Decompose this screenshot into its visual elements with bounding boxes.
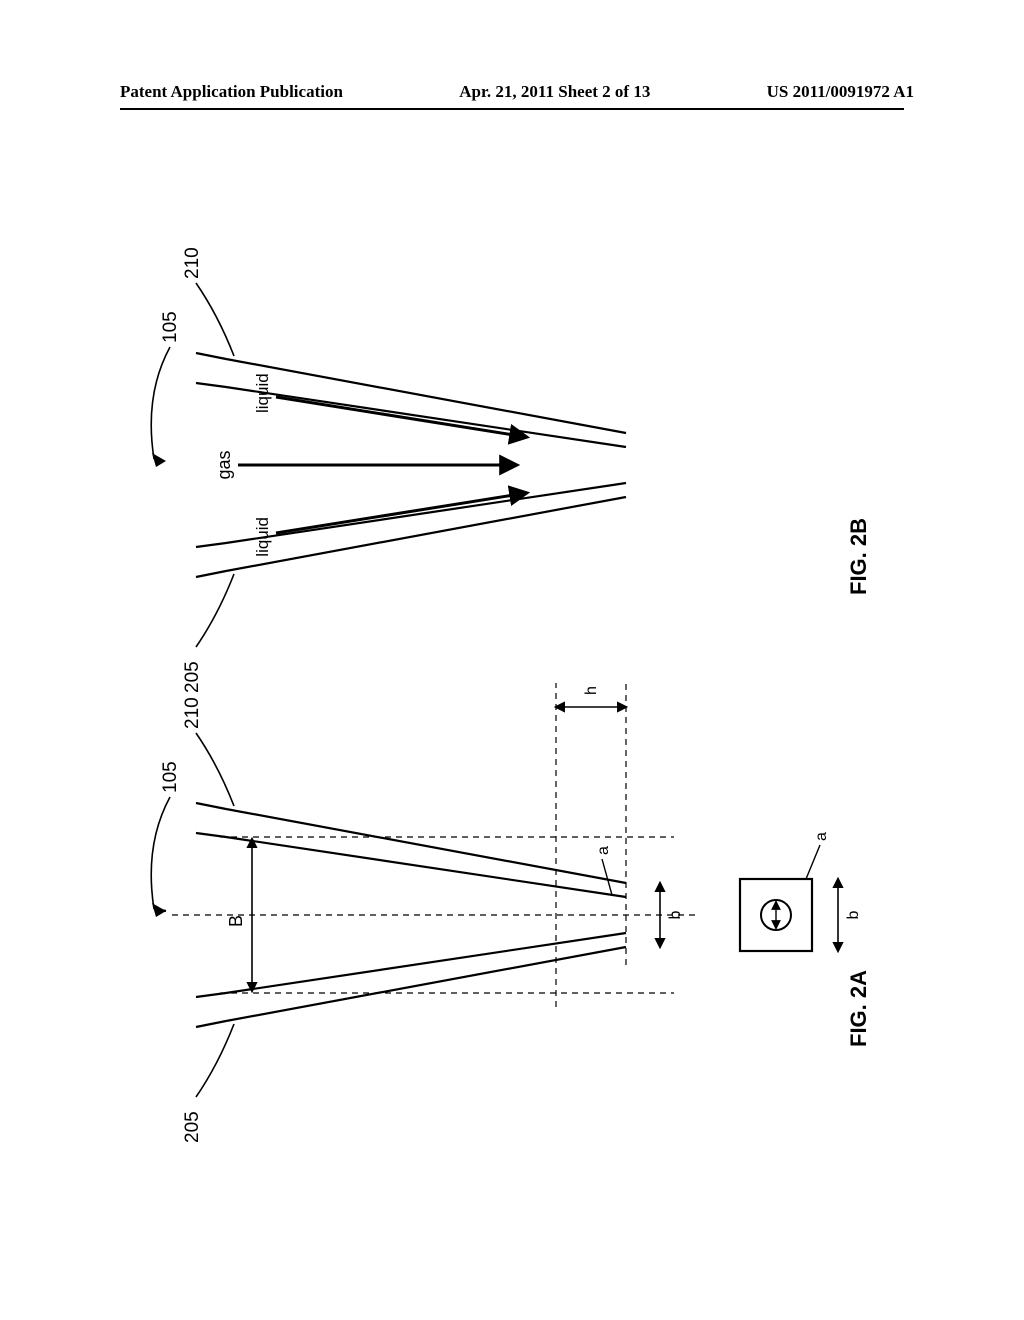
- svg-text:h: h: [583, 686, 600, 695]
- svg-text:liquid: liquid: [253, 373, 272, 413]
- header-left: Patent Application Publication: [120, 82, 343, 102]
- svg-text:205: 205: [182, 661, 203, 693]
- header-rule: [120, 108, 904, 110]
- svg-text:210: 210: [182, 697, 203, 729]
- svg-text:gas: gas: [214, 450, 234, 479]
- figure-area: 105 205 210 Bb a h a b FIG. 2A 105 205 210 gas liquid…: [126, 160, 896, 1165]
- svg-text:210: 210: [182, 247, 203, 279]
- svg-text:FIG. 2B: FIG. 2B: [846, 518, 871, 595]
- figure-svg: 105 205 210 Bb a h a b FIG. 2A 105 205 210 gas liquid…: [126, 160, 896, 1165]
- svg-text:a: a: [813, 832, 830, 841]
- svg-text:b: b: [667, 910, 684, 919]
- figure-frame: 105 205 210 Bb a h a b FIG. 2A 105 205 210 gas liquid…: [126, 160, 896, 1165]
- svg-text:b: b: [845, 910, 862, 919]
- svg-text:FIG. 2A: FIG. 2A: [846, 970, 871, 1047]
- svg-text:205: 205: [182, 1111, 203, 1143]
- header-right: US 2011/0091972 A1: [767, 82, 914, 102]
- svg-text:105: 105: [160, 761, 181, 793]
- svg-text:B: B: [226, 915, 246, 927]
- svg-text:liquid: liquid: [253, 517, 272, 557]
- svg-text:a: a: [595, 846, 612, 855]
- header-center: Apr. 21, 2011 Sheet 2 of 13: [343, 82, 767, 102]
- svg-text:105: 105: [160, 311, 181, 343]
- page-header: Patent Application Publication Apr. 21, …: [120, 82, 914, 102]
